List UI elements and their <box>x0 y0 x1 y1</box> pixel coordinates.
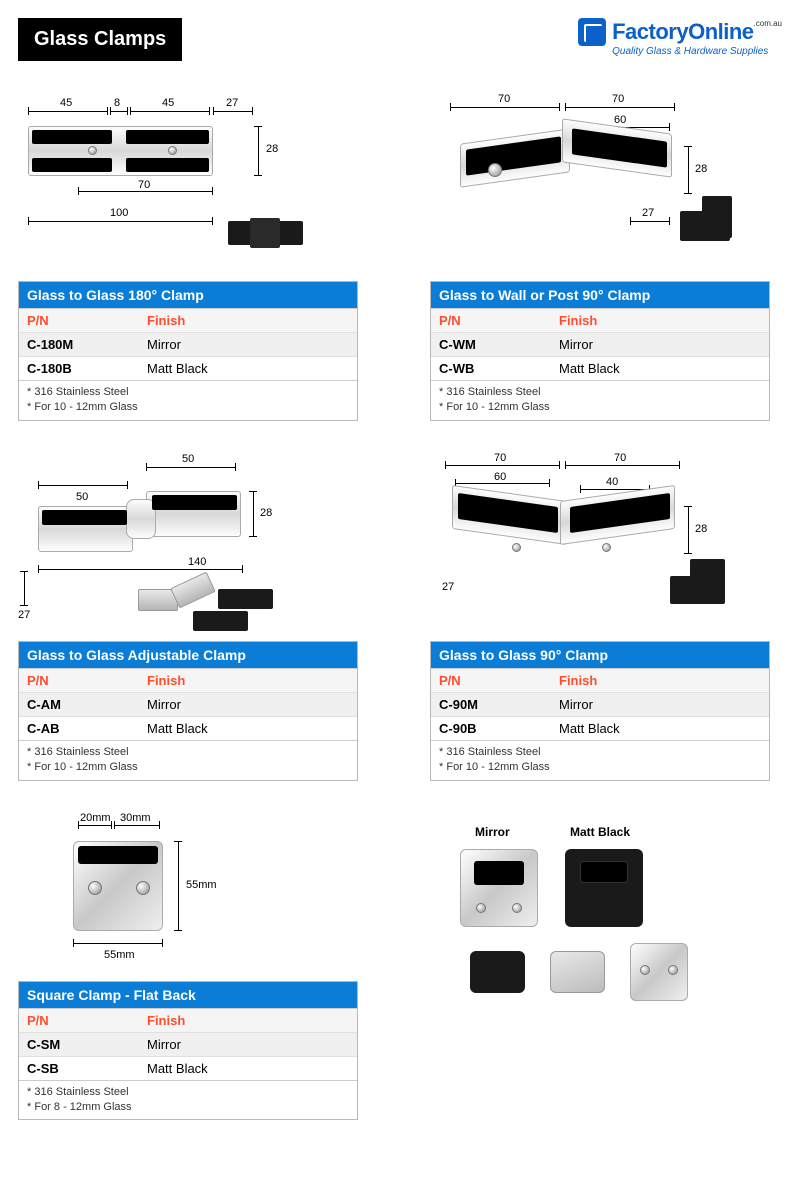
brand-name: FactoryOnline <box>612 19 753 44</box>
product-table: Glass to Glass 90° Clamp P/NFinish C-90M… <box>430 641 770 781</box>
product-notes: * 316 Stainless Steel* For 10 - 12mm Gla… <box>19 740 357 780</box>
table-row: C-ABMatt Black <box>19 716 357 740</box>
variant-label-mirror: Mirror <box>475 825 510 839</box>
product-title: Glass to Wall or Post 90° Clamp <box>431 282 769 308</box>
product-table: Glass to Wall or Post 90° Clamp P/NFinis… <box>430 281 770 421</box>
brand-block: FactoryOnline.com.au Quality Glass & Har… <box>578 18 782 57</box>
product-table: Square Clamp - Flat Back P/NFinish C-SMM… <box>18 981 358 1121</box>
product-card: 50 50 28 140 27 Glass to Glass Adjustabl… <box>18 451 370 781</box>
product-card: 45 8 45 27 28 70 100 Glass to Glass 180°… <box>18 91 370 421</box>
product-diagram: 20mm 30mm 55mm 55mm <box>18 811 370 981</box>
brand-icon <box>578 18 606 46</box>
product-notes: * 316 Stainless Steel* For 8 - 12mm Glas… <box>19 1080 357 1120</box>
product-notes: * 316 Stainless Steel* For 10 - 12mm Gla… <box>19 380 357 420</box>
product-table: Glass to Glass 180° Clamp P/NFinish C-18… <box>18 281 358 421</box>
product-title: Glass to Glass 90° Clamp <box>431 642 769 668</box>
brand-tagline: Quality Glass & Hardware Supplies <box>612 46 782 57</box>
table-row: C-180MMirror <box>19 332 357 356</box>
product-diagram: 45 8 45 27 28 70 100 <box>18 91 370 281</box>
table-row: C-SBMatt Black <box>19 1056 357 1080</box>
brand-suffix: .com.au <box>754 19 782 28</box>
product-diagram: 70 70 60 40 28 27 <box>430 451 782 641</box>
product-table: Glass to Glass Adjustable Clamp P/NFinis… <box>18 641 358 781</box>
product-notes: * 316 Stainless Steel* For 10 - 12mm Gla… <box>431 380 769 420</box>
table-row: C-WBMatt Black <box>431 356 769 380</box>
variant-label-black: Matt Black <box>570 825 630 839</box>
table-row: C-90MMirror <box>431 692 769 716</box>
table-row: C-SMMirror <box>19 1032 357 1056</box>
product-card: 70 70 60 40 28 27 Glass to Glass 90° Cla… <box>430 451 782 781</box>
page-title: Glass Clamps <box>18 18 182 61</box>
product-title: Glass to Glass Adjustable Clamp <box>19 642 357 668</box>
product-diagram: 70 70 60 28 27 <box>430 91 782 281</box>
product-notes: * 316 Stainless Steel* For 10 - 12mm Gla… <box>431 740 769 780</box>
page-header: Glass Clamps FactoryOnline.com.au Qualit… <box>18 18 782 61</box>
table-row: C-AMMirror <box>19 692 357 716</box>
table-row: C-180BMatt Black <box>19 356 357 380</box>
table-row: C-90BMatt Black <box>431 716 769 740</box>
product-title: Square Clamp - Flat Back <box>19 982 357 1008</box>
product-card: 20mm 30mm 55mm 55mm Square Clamp - Flat … <box>18 811 370 1121</box>
product-title: Glass to Glass 180° Clamp <box>19 282 357 308</box>
table-row: C-WMMirror <box>431 332 769 356</box>
product-card: 70 70 60 28 27 Glass to Wall or Post 90°… <box>430 91 782 421</box>
product-diagram: 50 50 28 140 27 <box>18 451 370 641</box>
product-variants: Mirror Matt Black <box>430 811 782 1121</box>
variant-diagram: Mirror Matt Black <box>430 811 782 981</box>
